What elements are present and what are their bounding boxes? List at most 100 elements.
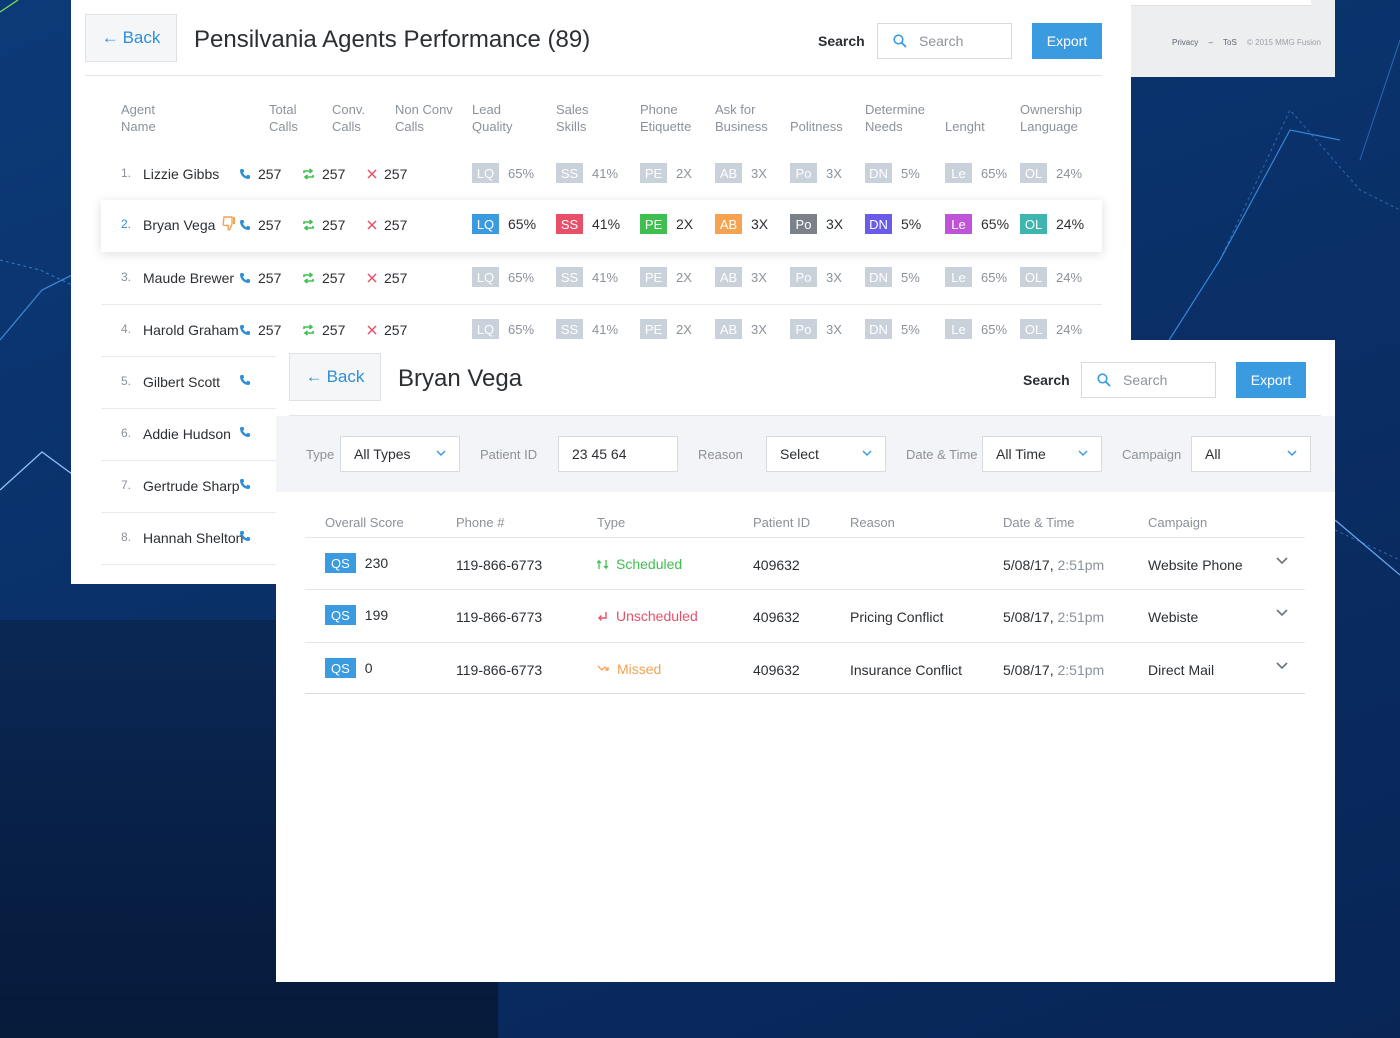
- search-box: [877, 23, 1012, 59]
- agent-row[interactable]: 3. Maude Brewer 257 257 257 LQ 65% SS 41% PE 2X AB 3…: [101, 253, 1102, 305]
- export-button[interactable]: Export: [1032, 23, 1102, 59]
- col-lenght[interactable]: Lenght: [945, 119, 985, 134]
- metric-badge: Le: [945, 319, 972, 339]
- metric-badge: SS: [556, 214, 583, 234]
- metric-dn: DN 5%: [865, 163, 920, 183]
- nonconv-calls-value: 257: [384, 166, 408, 182]
- back-button[interactable]: ← Back: [85, 14, 177, 62]
- metric-badge: PE: [640, 267, 667, 287]
- call-type: Unscheduled: [597, 608, 698, 624]
- total-calls-cell: 257: [239, 322, 281, 338]
- campaign-filter-label: Campaign: [1122, 447, 1182, 462]
- metric-ab: AB 3X: [715, 163, 767, 183]
- col-patient-id[interactable]: Patient ID: [753, 515, 811, 530]
- call-time: 2:51pm: [1057, 557, 1105, 573]
- total-calls-cell: [239, 426, 258, 438]
- col-reason[interactable]: Reason: [850, 515, 895, 530]
- metric-value: 65%: [508, 269, 535, 285]
- thumbs-down-icon[interactable]: [222, 216, 236, 232]
- agent-row[interactable]: 4. Harold Graham 257 257 257 LQ 65% SS 41% PE 2X AB…: [101, 305, 1102, 357]
- col-date-time[interactable]: Date & Time: [1003, 515, 1075, 530]
- reason-select[interactable]: Select: [766, 436, 886, 472]
- privacy-link[interactable]: Privacy: [1172, 38, 1199, 47]
- metric-badge: LQ: [472, 267, 499, 287]
- metric-value: 65%: [508, 321, 535, 337]
- patient-id-input[interactable]: 23 45 64: [558, 436, 678, 472]
- col-total-calls[interactable]: Total Calls: [269, 102, 298, 134]
- detail-search-box: [1081, 362, 1216, 398]
- detail-search-input[interactable]: [1123, 372, 1208, 388]
- agent-name[interactable]: Addie Hudson: [143, 426, 231, 442]
- call-row[interactable]: QS 230 119-866-6773 Scheduled 409632 5/08/17,…: [305, 537, 1305, 589]
- table-header: Agent Name Total Calls Conv. Calls Non Conv…: [71, 101, 1131, 141]
- row-number: 6.: [121, 426, 132, 440]
- agent-name[interactable]: Gilbert Scott: [143, 374, 221, 390]
- metric-value: 5%: [901, 321, 920, 337]
- col-ownership-language[interactable]: Ownership Language: [1020, 102, 1083, 134]
- col-overall-score[interactable]: Overall Score: [325, 515, 404, 530]
- metric-badge: Le: [945, 163, 972, 183]
- search-input[interactable]: [919, 33, 1004, 49]
- metric-dn: DN 5%: [865, 267, 920, 287]
- metric-value: 65%: [508, 216, 537, 232]
- detail-export-button[interactable]: Export: [1236, 362, 1306, 398]
- metric-value: 5%: [901, 165, 920, 181]
- col-conv-calls[interactable]: Conv. Calls: [332, 102, 365, 134]
- performance-header: ← Back Pensilvania Agents Performance (8…: [85, 14, 1102, 76]
- expand-chevron-icon[interactable]: [1276, 609, 1288, 617]
- agent-name[interactable]: Gertrude Sharp: [143, 478, 240, 494]
- metric-pe: PE 2X: [640, 163, 692, 183]
- metric-dn: DN 5%: [865, 319, 920, 339]
- conv-calls-cell: 257: [302, 217, 345, 233]
- conv-calls-cell: 257: [302, 166, 345, 182]
- quality-score: QS 230: [325, 553, 388, 573]
- col-determine-needs[interactable]: Determine Needs: [865, 102, 925, 134]
- agent-name[interactable]: Harold Graham: [143, 322, 239, 338]
- date-select[interactable]: All Time: [982, 436, 1102, 472]
- nonconv-calls-cell: 257: [367, 270, 407, 286]
- arrow-left-icon: ←: [305, 367, 323, 386]
- metric-badge: Po: [790, 319, 817, 339]
- type-select[interactable]: All Types: [340, 436, 460, 472]
- campaign-select[interactable]: All: [1191, 436, 1311, 472]
- col-politness[interactable]: Politness: [790, 119, 843, 134]
- agent-row[interactable]: 1. Lizzie Gibbs 257 257 257 LQ 65% SS 41% PE 2X AB 3…: [101, 149, 1102, 201]
- expand-chevron-icon[interactable]: [1276, 662, 1288, 670]
- metric-badge: OL: [1020, 163, 1047, 183]
- qs-value: 199: [364, 607, 389, 623]
- row-number: 2.: [121, 217, 132, 231]
- col-campaign[interactable]: Campaign: [1148, 515, 1208, 530]
- agent-detail-panel: ← Back Bryan Vega Search Export Type All…: [276, 340, 1335, 982]
- metric-badge: PE: [640, 163, 667, 183]
- expand-chevron-icon[interactable]: [1276, 557, 1288, 565]
- metric-value: 5%: [901, 269, 920, 285]
- col-sales-skills[interactable]: Sales Skills: [556, 102, 589, 134]
- call-row[interactable]: QS 0 119-866-6773 Missed 409632 Insurance Con…: [305, 642, 1305, 694]
- call-row[interactable]: QS 199 119-866-6773 Unscheduled 409632 Pricin…: [305, 589, 1305, 641]
- chevron-down-icon: [862, 450, 872, 457]
- search-label: Search: [1023, 372, 1070, 388]
- col-type[interactable]: Type: [597, 515, 626, 530]
- agent-name[interactable]: Lizzie Gibbs: [143, 166, 220, 182]
- metric-badge: AB: [715, 214, 742, 234]
- agent-row[interactable]: 2. Bryan Vega 257 257 257 LQ 65% SS 41% PE 2X AB 3X P…: [101, 200, 1102, 252]
- reason: Pricing Conflict: [850, 609, 944, 625]
- back-label: Back: [122, 28, 161, 47]
- agent-name[interactable]: Maude Brewer: [143, 270, 235, 286]
- detail-back-button[interactable]: ← Back: [289, 353, 381, 401]
- metric-value: 5%: [901, 216, 922, 232]
- qs-value: 0: [364, 660, 373, 676]
- agent-name[interactable]: Bryan Vega: [143, 217, 216, 233]
- metric-value: 65%: [981, 321, 1008, 337]
- col-ask-for-business[interactable]: Ask for Business: [715, 102, 768, 134]
- col-nonconv-calls[interactable]: Non Conv Calls: [395, 102, 453, 134]
- tos-link[interactable]: ToS: [1223, 38, 1237, 47]
- metric-value: 3X: [826, 165, 842, 181]
- col-lead-quality[interactable]: Lead Quality: [472, 102, 513, 134]
- metric-badge: OL: [1020, 267, 1047, 287]
- col-phone-etiquette[interactable]: Phone Etiquette: [640, 102, 692, 134]
- background-panel-top: [1131, 0, 1311, 6]
- col-agent-name[interactable]: Agent Name: [121, 102, 156, 134]
- col-phone[interactable]: Phone #: [456, 515, 505, 530]
- agent-name[interactable]: Hannah Shelton: [143, 530, 244, 546]
